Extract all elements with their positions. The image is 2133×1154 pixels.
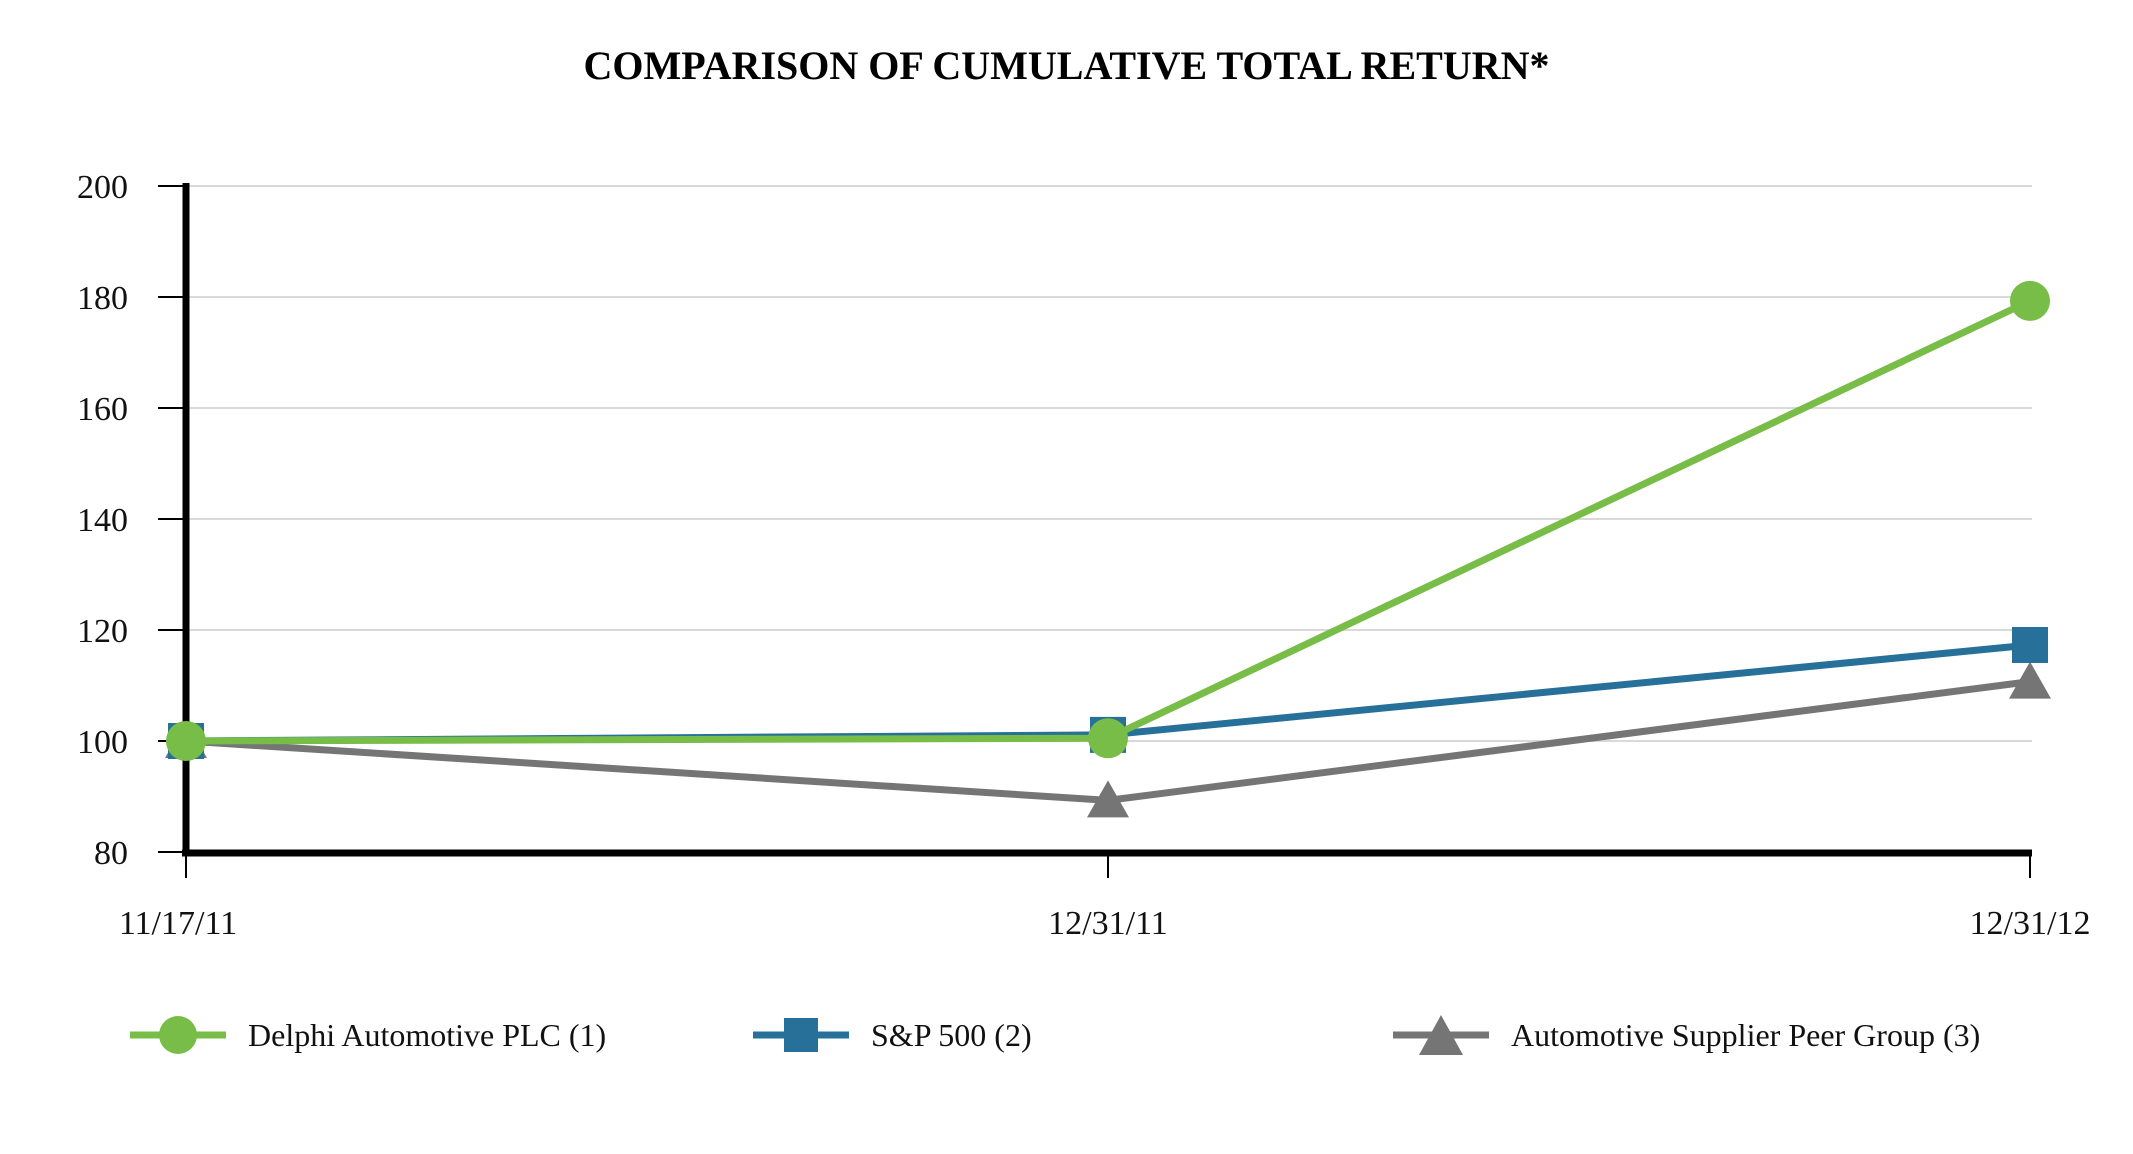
- gridlines: [186, 185, 2032, 742]
- svg-text:140: 140: [77, 502, 128, 539]
- legend-label-sp500: S&P 500 (2): [871, 1016, 1032, 1053]
- legend-item-delphi: Delphi Automotive PLC (1): [130, 1012, 606, 1058]
- svg-text:160: 160: [77, 391, 128, 428]
- circle-marker-icon: [130, 1016, 226, 1054]
- svg-text:12/31/11: 12/31/11: [1048, 905, 1168, 942]
- svg-text:200: 200: [77, 169, 128, 206]
- legend-label-peer-group: Automotive Supplier Peer Group (3): [1511, 1016, 1981, 1053]
- svg-text:12/31/12: 12/31/12: [1970, 905, 2091, 942]
- x-axis-ticks: 11/17/11 12/31/11 12/31/12: [119, 856, 2091, 942]
- legend-item-sp500: S&P 500 (2): [753, 1012, 1032, 1058]
- y-axis-ticks: 80 100 120 140 160 180 200: [77, 169, 189, 872]
- chart-legend: Delphi Automotive PLC (1) S&P 500 (2) Au…: [0, 1012, 2133, 1058]
- svg-text:11/17/11: 11/17/11: [119, 905, 237, 942]
- svg-text:180: 180: [77, 280, 128, 317]
- chart-title: COMPARISON OF CUMULATIVE TOTAL RETURN*: [583, 43, 1550, 88]
- svg-text:120: 120: [77, 613, 128, 650]
- legend-label-delphi: Delphi Automotive PLC (1): [248, 1016, 607, 1053]
- triangle-marker-icon: [1393, 1015, 1489, 1055]
- svg-text:100: 100: [77, 724, 128, 761]
- series-1: [166, 280, 2050, 761]
- legend-item-peer-group: Automotive Supplier Peer Group (3): [1393, 1012, 1980, 1058]
- square-marker-icon: [753, 1018, 849, 1052]
- svg-text:80: 80: [94, 835, 128, 872]
